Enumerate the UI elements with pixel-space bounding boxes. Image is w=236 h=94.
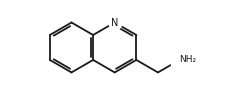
Text: NH₂: NH₂ <box>180 55 197 64</box>
Text: N: N <box>111 17 118 28</box>
